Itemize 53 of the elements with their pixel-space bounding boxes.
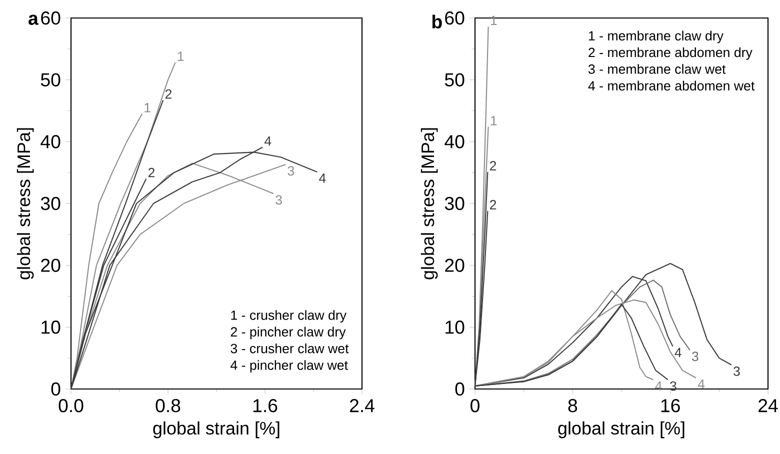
annotation: 1 - crusher claw dry [231, 310, 346, 323]
x-tick-label: 1.6 [253, 399, 278, 412]
y-tick-label: 10 [446, 320, 464, 334]
y-tick-label: 0 [51, 382, 60, 396]
series-label: 3 [288, 166, 294, 176]
x-tick-label: 8 [568, 399, 578, 412]
x-tick-label: 2.4 [350, 399, 374, 412]
y-tick-label: 40 [444, 135, 464, 148]
series-label: 4 [674, 348, 682, 358]
series-label: 2 [490, 200, 496, 210]
series-label: 2 [490, 161, 496, 170]
chart-title: b [432, 14, 442, 28]
annotation: 4 - membrane abdomen wet [588, 80, 755, 91]
series-label: 3 [692, 352, 698, 362]
series-label: 1 [178, 52, 184, 61]
series-label: 2 [148, 168, 155, 178]
series-label: 4 [264, 136, 272, 146]
series-label: 3 [733, 366, 740, 376]
series-label: 3 [276, 195, 282, 205]
y-tick-label: 40 [40, 135, 60, 148]
y-tick-label: 30 [40, 196, 60, 210]
series-label: 1 [490, 116, 497, 126]
y-tick-label: 20 [445, 258, 464, 272]
y-tick-label: 0 [455, 382, 464, 396]
x-tick-label: 16 [661, 399, 680, 412]
y-tick-label: 60 [445, 11, 464, 25]
y-axis-title: global stress [MPa] [16, 128, 34, 280]
series-label: 2 [165, 89, 172, 99]
y-tick-label: 30 [444, 196, 464, 210]
annotation: 3 - crusher claw wet [230, 343, 349, 354]
x-axis-title: global strain [%] [153, 421, 280, 438]
annotation: 4 - pincher claw wet [230, 360, 348, 373]
x-tick-label: 0.8 [156, 399, 180, 412]
annotation: 2 - membrane abdomen dry [588, 47, 752, 60]
x-tick-label: 24 [758, 399, 778, 412]
series-label: 1 [144, 103, 150, 112]
y-tick-label: 20 [41, 258, 60, 272]
x-tick-label: 0 [470, 399, 480, 412]
y-axis-title: global stress [MPa] [420, 128, 438, 280]
annotation: 1 - membrane claw dry [588, 30, 724, 44]
y-tick-label: 50 [40, 73, 60, 86]
x-tick-label: 0.0 [58, 399, 84, 412]
series-label: 1 [490, 16, 497, 26]
chart-title: a [28, 14, 38, 25]
series-label: 4 [698, 379, 705, 389]
annotation: 3 - membrane claw wet [588, 64, 726, 74]
series-label: 4 [319, 174, 326, 183]
series-label: 4 [655, 381, 662, 390]
x-axis-title: global strain [%] [558, 421, 684, 438]
annotation: 2 - pincher claw dry [230, 326, 346, 340]
y-tick-label: 60 [41, 11, 60, 25]
y-tick-label: 10 [42, 320, 60, 334]
y-tick-label: 50 [444, 73, 464, 86]
